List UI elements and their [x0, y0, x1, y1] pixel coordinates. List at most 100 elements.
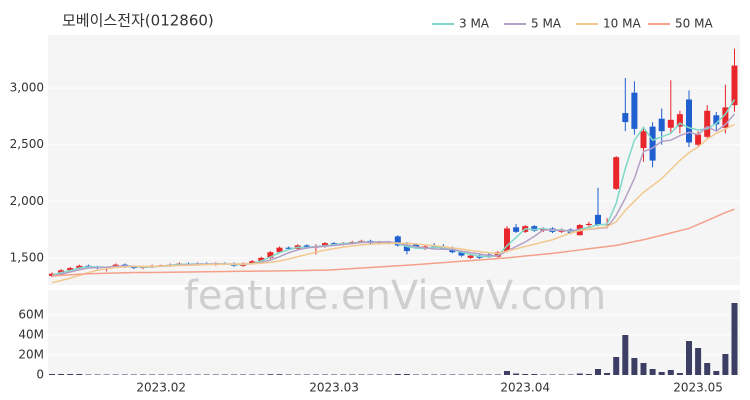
volume-bar — [167, 374, 174, 375]
volume-bar — [731, 303, 738, 375]
volume-bar — [194, 374, 201, 375]
volume-bar — [413, 374, 419, 375]
candle-body — [449, 248, 456, 253]
volume-bar — [494, 374, 501, 375]
candle-body — [422, 246, 429, 248]
ma-line — [51, 208, 735, 277]
candle-body — [403, 245, 410, 252]
volume-bar — [331, 374, 338, 375]
volume-bar — [112, 374, 119, 375]
volume-bar — [695, 348, 702, 375]
volume-bar — [130, 374, 137, 375]
y-tick-label: 40M — [18, 328, 44, 342]
volume-bar — [531, 374, 538, 375]
candle-body — [622, 113, 629, 123]
candle-body — [494, 252, 501, 257]
volume-bar — [94, 374, 101, 375]
volume-bar — [440, 374, 447, 375]
volume-bar — [403, 374, 410, 375]
volume-bar — [322, 374, 328, 375]
candle-body — [322, 243, 328, 247]
legend-label: 5 MA — [531, 17, 562, 31]
price-panel — [48, 35, 740, 285]
volume-bar — [340, 374, 347, 375]
volume-bar — [649, 369, 656, 375]
volume-bar — [504, 371, 510, 375]
watermark: feature.enViewV.com — [184, 273, 606, 319]
candle-body — [613, 157, 620, 189]
candle-body — [713, 115, 720, 125]
volume-bar — [176, 374, 183, 375]
volume-bar — [631, 358, 638, 375]
chart-title: 모베이스전자(012860) — [62, 12, 214, 30]
volume-bar — [595, 369, 601, 375]
volume-bar — [676, 373, 683, 375]
volume-bar — [231, 374, 237, 375]
volume-bar — [476, 374, 483, 375]
volume-bar — [185, 374, 192, 375]
candle-body — [585, 223, 592, 226]
x-tick-label: 2023.04 — [500, 381, 550, 395]
candle-body — [413, 244, 419, 248]
y-tick-label: 20M — [18, 348, 44, 362]
candle-body — [258, 257, 265, 262]
volume-bar — [540, 374, 547, 375]
x-tick-label: 2023.05 — [673, 381, 723, 395]
volume-bar — [221, 374, 228, 375]
volume-bar — [604, 373, 611, 375]
candle-body — [695, 134, 702, 145]
legend-label: 10 MA — [603, 17, 641, 31]
volume-bar — [458, 374, 465, 375]
volume-bar — [422, 374, 429, 375]
candle-body — [658, 118, 665, 132]
volume-bar — [549, 374, 556, 375]
volume-bar — [103, 374, 110, 375]
volume-bar — [613, 357, 620, 375]
volume-bar — [58, 374, 65, 375]
volume-bar — [658, 372, 665, 375]
candle-body — [640, 131, 647, 149]
y-tick-label: 0 — [36, 368, 44, 382]
candle-body — [267, 252, 274, 258]
volume-bar — [121, 374, 128, 375]
volume-bar — [667, 370, 674, 375]
volume-bar — [394, 374, 401, 375]
candle-body — [276, 247, 283, 253]
volume-bar — [713, 371, 720, 375]
volume-bar — [640, 363, 647, 375]
y-tick-label: 2,500 — [10, 137, 44, 151]
volume-bar — [203, 374, 210, 375]
volume-bar — [567, 374, 574, 375]
y-tick-label: 3,000 — [10, 81, 44, 95]
volume-bar — [686, 341, 692, 375]
volume-bar — [158, 374, 165, 375]
candle-body — [249, 261, 256, 264]
x-tick-label: 2023.03 — [309, 381, 359, 395]
volume-bar — [585, 374, 592, 375]
volume-bar — [285, 374, 292, 375]
candle-body — [513, 227, 520, 232]
candle-body — [303, 245, 310, 248]
candle-body — [458, 252, 465, 256]
volume-bar — [431, 374, 438, 375]
volume-bar — [240, 374, 247, 375]
volume-bar — [358, 374, 365, 375]
volume-bar — [513, 373, 520, 375]
volume-bar — [249, 374, 256, 375]
volume-bar — [267, 374, 274, 375]
candle-body — [76, 265, 83, 269]
volume-bar — [85, 374, 92, 375]
volume-bar — [522, 374, 529, 375]
volume-bar — [385, 374, 392, 375]
volume-bar — [349, 374, 356, 375]
candle-body — [649, 126, 656, 161]
volume-bar — [367, 374, 374, 375]
volume-bar — [467, 374, 474, 375]
candle-body — [595, 214, 601, 226]
candle-body — [667, 119, 674, 128]
candle-body — [686, 99, 692, 143]
candle-body — [704, 110, 711, 137]
x-tick-label: 2023.02 — [136, 381, 186, 395]
candle-body — [285, 247, 292, 249]
